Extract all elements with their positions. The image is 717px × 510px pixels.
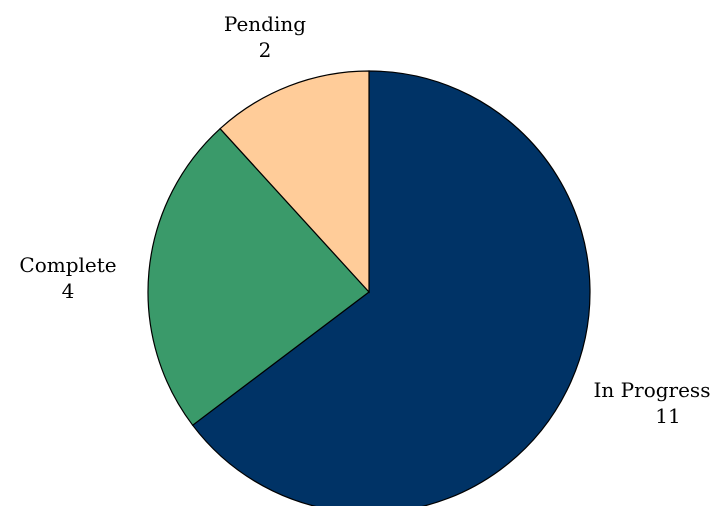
pie-slice-in-progress (191, 70, 591, 510)
slice-label-in-progress: In Progress (594, 378, 711, 402)
slice-value-complete: 4 (62, 279, 75, 303)
slice-value-pending: 2 (259, 38, 272, 62)
slice-value-in-progress: 11 (655, 404, 680, 428)
slice-label-pending: Pending (224, 12, 306, 36)
pie-slice-complete (147, 127, 370, 427)
pie-slices (147, 70, 591, 510)
slice-label-complete: Complete (19, 253, 116, 277)
pie-slice-pending (219, 70, 370, 294)
